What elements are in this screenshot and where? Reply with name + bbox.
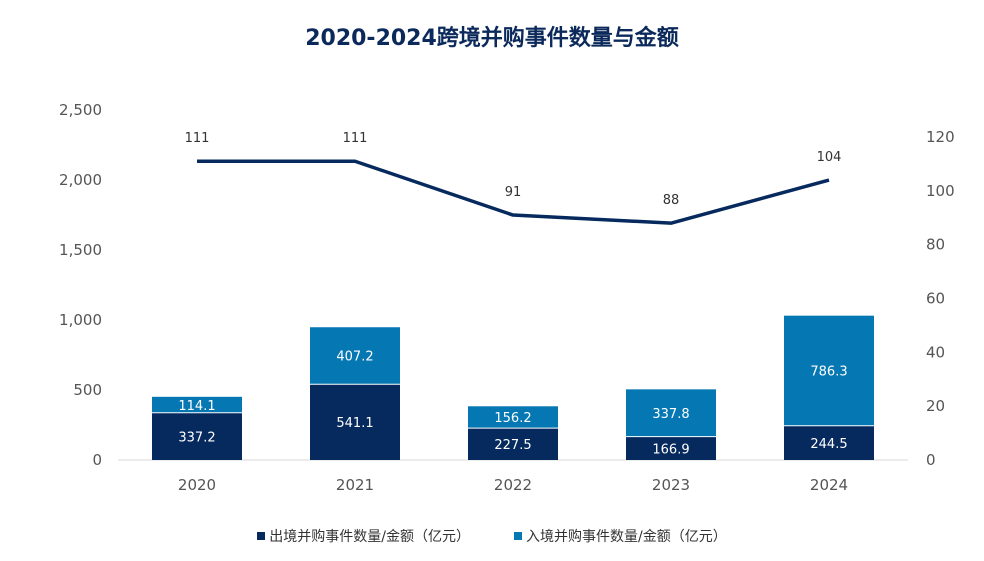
y-left-tick-label: 2,500	[59, 101, 102, 119]
x-tick-label: 2023	[652, 476, 690, 494]
data-label-inbound: 114.1	[178, 399, 215, 414]
x-tick-label: 2020	[178, 476, 216, 494]
y-right-tick-label: 60	[926, 290, 945, 308]
chart-title: 2020-2024跨境并购事件数量与金额	[305, 26, 679, 51]
data-label-inbound: 156.2	[494, 411, 531, 426]
y-right-tick-label: 40	[926, 343, 945, 361]
y-left-tick-label: 2,000	[59, 171, 102, 189]
data-label-outbound: 244.5	[810, 437, 847, 452]
bar-inbound	[626, 389, 716, 437]
data-label-inbound: 786.3	[810, 365, 847, 380]
y-left-tick-label: 1,500	[59, 241, 102, 259]
data-label-outbound: 337.2	[178, 430, 215, 445]
legend-item-inbound: 入境并购事件数量/金额（亿元）	[514, 526, 727, 546]
bar-inbound	[310, 327, 400, 385]
bar-outbound	[310, 384, 400, 460]
bar-outbound	[152, 412, 242, 460]
y-right-tick-label: 20	[926, 397, 945, 415]
data-label-line: 88	[663, 193, 680, 208]
data-label-line: 104	[817, 150, 842, 165]
bar-outbound	[626, 436, 716, 460]
legend-label-outbound: 出境并购事件数量/金额（亿元）	[269, 529, 470, 545]
bar-outbound	[784, 425, 874, 460]
bar-inbound	[468, 406, 558, 429]
data-label-line: 91	[505, 185, 522, 200]
line-series	[197, 159, 830, 225]
legend-swatch-inbound	[514, 532, 522, 540]
bar-outbound	[468, 428, 558, 460]
bar-inbound	[152, 396, 242, 413]
data-label-line: 111	[185, 131, 210, 146]
x-tick-label: 2021	[336, 476, 374, 494]
y-left-tick-label: 500	[73, 381, 102, 399]
x-tick-label: 2024	[810, 476, 848, 494]
chart-svg: 0 500 1,000 1,500 2,000 2,500 0 20 40 60 80 100 120 3…	[59, 101, 955, 494]
bar-inbound	[784, 315, 874, 426]
data-label-inbound: 337.8	[652, 407, 689, 422]
data-label-line: 111	[343, 131, 368, 146]
y-right-tick-label: 100	[926, 182, 955, 200]
data-label-outbound: 227.5	[494, 438, 531, 453]
data-label-outbound: 541.1	[336, 416, 373, 431]
y-left-tick-label: 0	[92, 451, 102, 469]
y-right-tick-label: 120	[926, 128, 955, 146]
legend-label-inbound: 入境并购事件数量/金额（亿元）	[526, 529, 727, 545]
y-right-tick-label: 80	[926, 236, 945, 254]
data-label-outbound: 166.9	[652, 442, 689, 457]
legend: 出境并购事件数量/金额（亿元） 入境并购事件数量/金额（亿元）	[0, 526, 984, 546]
y-right-tick-label: 0	[926, 451, 936, 469]
y-left-tick-label: 1,000	[59, 311, 102, 329]
legend-swatch-outbound	[257, 532, 266, 540]
data-label-inbound: 407.2	[336, 350, 373, 365]
x-tick-label: 2022	[494, 476, 532, 494]
legend-item-outbound: 出境并购事件数量/金额（亿元）	[257, 526, 470, 546]
